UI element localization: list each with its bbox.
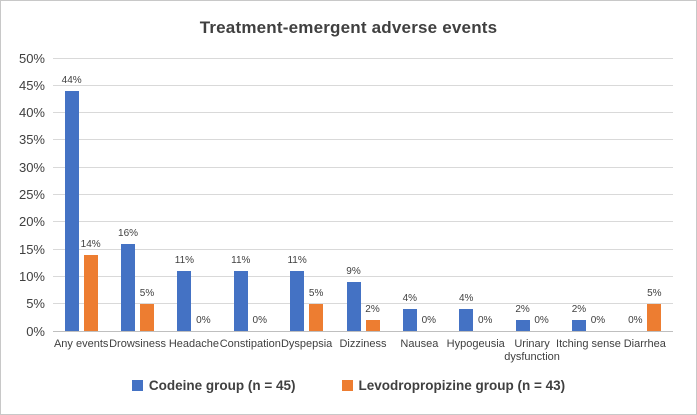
bar-value-label: 0%	[196, 315, 211, 326]
y-tick-label: 50%	[18, 50, 45, 66]
category-label: Headache	[168, 338, 219, 350]
legend-item: Codeine group (n = 45)	[131, 378, 296, 393]
legend-item: Levodropropizine group (n = 43)	[341, 378, 566, 393]
bar-value-label: 2%	[571, 304, 587, 316]
category-label: Drowsiness	[109, 338, 166, 350]
category-label: Diarrhea	[623, 338, 666, 350]
chart-title: Treatment-emergent adverse events	[199, 18, 498, 37]
gridline	[53, 221, 673, 223]
y-tick-label: 10%	[18, 268, 45, 284]
bar	[459, 309, 474, 331]
category-label: Dizziness	[339, 338, 387, 350]
bar-value-label: 0%	[628, 315, 643, 326]
bar-value-label: 11%	[287, 254, 307, 266]
y-tick-label: 40%	[18, 105, 45, 121]
gridline	[53, 303, 673, 305]
bar-value-label: 2%	[515, 304, 530, 316]
bar-value-label: 0%	[477, 315, 493, 326]
category-label: Any events	[53, 338, 109, 350]
bar-value-label: 9%	[346, 265, 361, 277]
bar	[83, 254, 98, 331]
category-label: Hypogeusia	[446, 338, 505, 350]
bar	[346, 281, 361, 331]
gridline	[53, 194, 673, 195]
y-tick-label: 35%	[18, 132, 45, 148]
y-tick-label: 15%	[18, 241, 45, 257]
bar-value-label: 14%	[80, 238, 101, 250]
bar-value-label: 0%	[252, 315, 267, 326]
y-tick-label: 20%	[18, 214, 45, 230]
y-tick-label: 45%	[18, 77, 45, 93]
legend-swatch	[341, 380, 353, 391]
bar	[647, 303, 662, 331]
y-tick-label: 30%	[18, 159, 45, 175]
y-tick-label: 0%	[26, 323, 45, 339]
legend-label: Codeine group (n = 45)	[148, 378, 296, 393]
y-tick-label: 5%	[26, 296, 45, 312]
legend: Codeine group (n = 45) Levodropropizine g…	[1, 378, 696, 393]
bar-value-label: 4%	[402, 293, 418, 305]
bar-value-label: 2%	[365, 304, 380, 316]
category-label: Dyspepsia	[280, 338, 333, 350]
bar-value-label: 11%	[231, 254, 251, 266]
category-label: Itching sense	[556, 338, 621, 350]
bar	[290, 270, 305, 331]
gridline	[53, 248, 673, 250]
bar-value-label: 0%	[421, 315, 437, 326]
gridline	[53, 84, 673, 86]
gridline	[53, 57, 673, 59]
bar	[233, 270, 248, 331]
legend-swatch	[131, 380, 143, 391]
bar	[402, 309, 417, 331]
bar	[121, 243, 136, 331]
bar	[64, 90, 79, 331]
bar-value-label: 5%	[647, 287, 662, 299]
bar	[309, 303, 324, 331]
bar	[571, 320, 586, 331]
gridline	[53, 275, 673, 277]
bar	[177, 270, 192, 331]
gridline	[53, 112, 673, 114]
bar-value-label: 0%	[534, 315, 549, 326]
bar	[365, 320, 380, 331]
bar	[140, 303, 155, 331]
bar-value-label: 5%	[139, 287, 155, 299]
category-label: Constipation	[219, 338, 281, 350]
bar-value-label: 4%	[458, 293, 474, 305]
bar	[515, 320, 530, 331]
bar-value-label: 11%	[174, 254, 195, 266]
gridline	[53, 139, 673, 141]
category-label: Urinary dysfunction	[504, 338, 560, 363]
legend-label: Levodropropizine group (n = 43)	[358, 378, 566, 393]
bar-value-label: 0%	[590, 315, 606, 326]
y-tick-label: 25%	[18, 187, 45, 202]
category-label: Nausea	[400, 338, 439, 350]
bar-value-label: 44%	[61, 74, 82, 86]
bar-value-label: 16%	[118, 227, 139, 239]
gridline	[53, 330, 673, 332]
bar-value-label: 5%	[308, 287, 324, 299]
gridline	[53, 166, 673, 168]
